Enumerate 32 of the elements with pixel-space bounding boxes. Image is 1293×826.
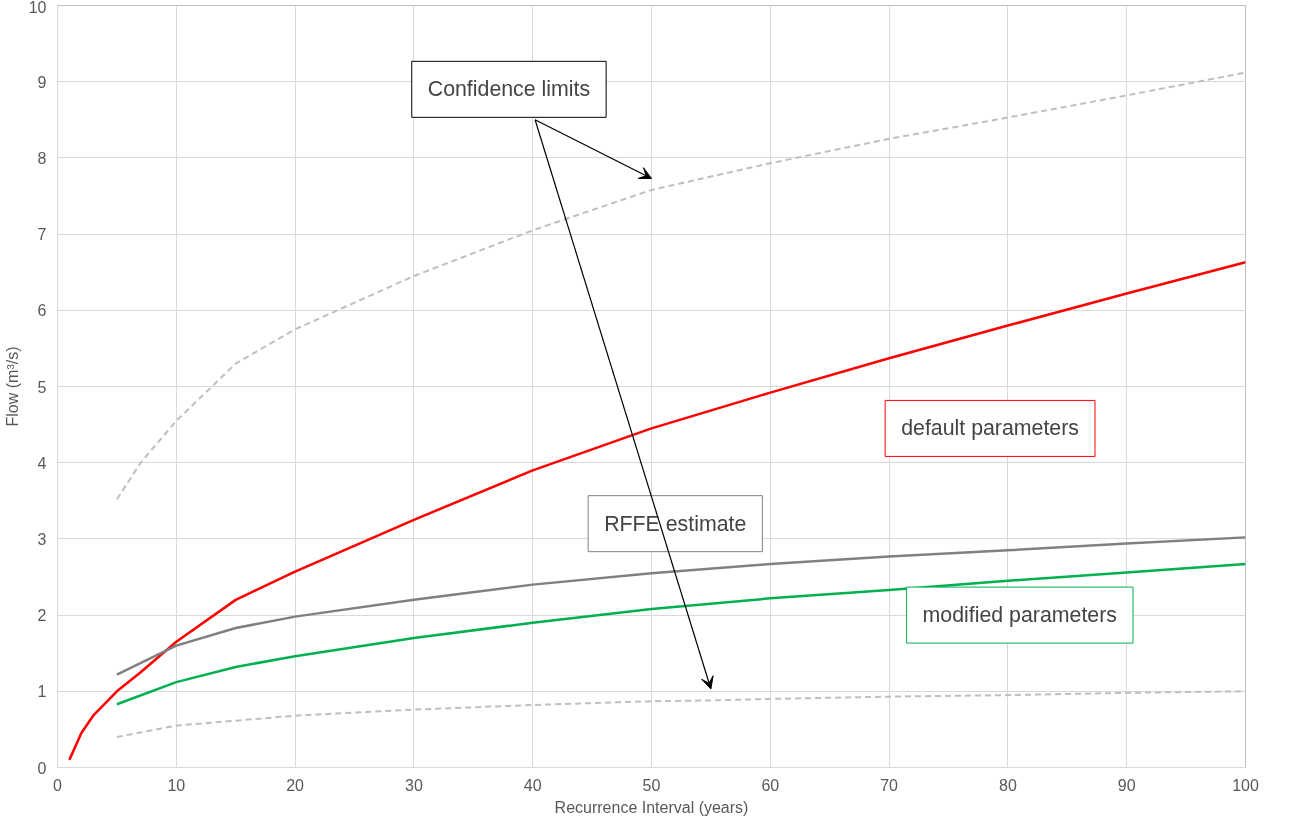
y-tick-label: 0 [37, 759, 47, 777]
y-tick-label: 7 [37, 226, 47, 244]
y-tick-label: 6 [37, 302, 47, 320]
x-tick-label: 70 [880, 776, 899, 794]
line-series [115, 536, 1246, 676]
x-tick-label: 30 [405, 776, 423, 794]
line-series [68, 261, 1246, 762]
line-series [115, 71, 1246, 501]
y-tick-label: 10 [28, 0, 47, 16]
x-axis-title: Recurrence Interval (years) [554, 798, 749, 816]
x-tick-label: 20 [286, 776, 305, 794]
x-tick-label: 80 [999, 776, 1017, 794]
annotation: Confidence limits [427, 77, 591, 102]
y-tick-label: 3 [37, 530, 47, 548]
y-tick-label: 9 [37, 73, 47, 91]
annotation: modified parameters [922, 603, 1117, 628]
line-series [115, 562, 1246, 706]
x-tick-label: 90 [1117, 776, 1136, 794]
annotation: RFFE estimate [604, 511, 747, 536]
x-tick-label: 10 [167, 776, 186, 794]
annotation: default parameters [901, 416, 1080, 441]
y-tick-label: 4 [37, 454, 47, 472]
y-tick-label: 1 [37, 683, 47, 701]
x-tick-label: 100 [1232, 776, 1259, 794]
x-tick-label: 0 [53, 776, 63, 794]
x-tick-label: 40 [523, 776, 542, 794]
y-tick-label: 2 [37, 607, 47, 625]
x-tick-label: 50 [642, 776, 661, 794]
y-tick-label: 5 [37, 378, 47, 396]
x-tick-label: 60 [761, 776, 780, 794]
y-tick-label: 8 [37, 149, 47, 167]
y-axis-title: Flow (m³/s) [3, 346, 21, 427]
